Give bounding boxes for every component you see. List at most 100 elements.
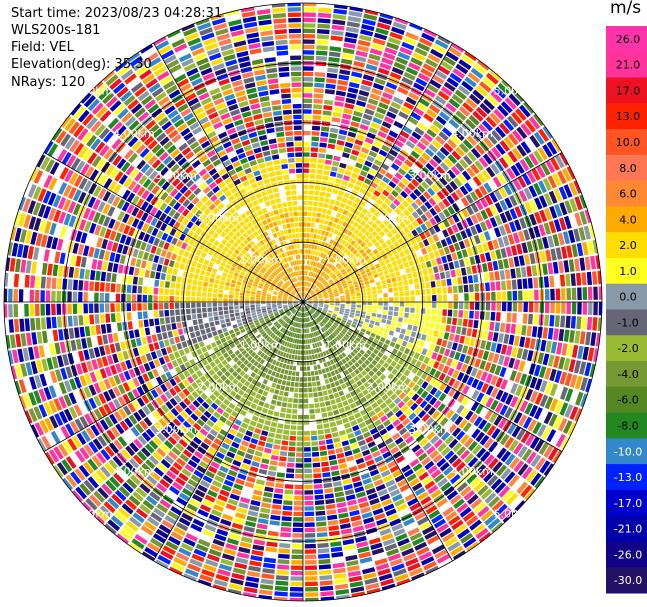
velocity-bin <box>325 343 330 349</box>
velocity-bin <box>450 474 461 485</box>
velocity-bin <box>321 312 326 316</box>
velocity-bin <box>336 327 342 332</box>
velocity-bin <box>289 597 303 601</box>
velocity-bin <box>127 275 133 284</box>
velocity-bin <box>303 103 312 109</box>
velocity-bin <box>316 50 328 56</box>
velocity-bin <box>227 498 239 506</box>
velocity-bin <box>325 400 331 407</box>
velocity-bin <box>405 140 416 149</box>
velocity-bin <box>439 111 450 122</box>
velocity-bin <box>508 334 515 345</box>
velocity-bin <box>375 317 381 323</box>
velocity-bin <box>89 281 95 291</box>
velocity-bin <box>391 66 404 76</box>
velocity-bin <box>471 265 478 274</box>
velocity-bin <box>379 62 392 71</box>
velocity-bin <box>257 440 266 447</box>
velocity-bin <box>568 229 576 243</box>
velocity-bin <box>429 217 437 226</box>
velocity-bin <box>125 520 139 532</box>
velocity-bin <box>292 365 297 371</box>
velocity-bin <box>298 388 303 393</box>
velocity-bin <box>256 309 261 312</box>
velocity-bin <box>566 302 571 315</box>
velocity-bin <box>235 478 245 486</box>
velocity-bin <box>192 279 198 286</box>
velocity-bin <box>74 327 80 338</box>
velocity-bin <box>285 473 294 479</box>
velocity-bin <box>367 219 374 226</box>
velocity-bin <box>492 260 499 271</box>
velocity-bin <box>525 388 534 401</box>
velocity-bin <box>287 348 291 353</box>
velocity-bin <box>519 159 530 172</box>
velocity-bin <box>394 498 406 507</box>
velocity-bin <box>331 285 337 289</box>
velocity-bin <box>346 267 352 273</box>
velocity-bin <box>326 187 333 193</box>
velocity-bin <box>337 507 348 514</box>
velocity-bin <box>228 415 236 423</box>
velocity-bin <box>501 302 507 312</box>
velocity-bin <box>313 267 316 272</box>
velocity-bin <box>429 343 436 351</box>
velocity-bin <box>363 381 371 388</box>
velocity-bin <box>449 350 456 359</box>
velocity-bin <box>194 268 201 275</box>
velocity-bin <box>457 372 465 381</box>
velocity-bin <box>419 521 432 531</box>
velocity-bin <box>355 399 362 407</box>
velocity-bin <box>330 546 343 553</box>
velocity-bin <box>370 181 378 189</box>
velocity-bin <box>403 248 410 256</box>
velocity-bin <box>197 318 203 325</box>
velocity-bin <box>438 201 446 211</box>
velocity-bin <box>410 302 415 307</box>
velocity-bin <box>550 288 555 301</box>
velocity-bin <box>453 498 465 509</box>
velocity-bin <box>315 174 323 180</box>
velocity-bin <box>359 258 365 264</box>
velocity-bin <box>337 264 342 270</box>
velocity-bin <box>273 328 278 334</box>
velocity-bin <box>232 324 238 329</box>
velocity-bin <box>303 281 305 286</box>
velocity-bin <box>334 255 340 260</box>
velocity-bin <box>279 543 291 549</box>
velocity-bin <box>131 303 137 311</box>
velocity-bin <box>240 422 249 429</box>
velocity-bin <box>309 316 313 321</box>
velocity-bin <box>372 366 379 373</box>
velocity-bin <box>494 482 507 494</box>
velocity-bin <box>422 442 432 451</box>
velocity-bin <box>102 261 108 271</box>
velocity-bin <box>204 276 210 282</box>
velocity-bin <box>496 464 508 477</box>
velocity-bin <box>190 474 201 483</box>
velocity-bin <box>18 289 24 302</box>
velocity-bin <box>163 355 171 363</box>
velocity-bin <box>422 239 430 247</box>
velocity-bin <box>271 303 277 306</box>
velocity-bin <box>413 319 419 326</box>
velocity-bin <box>327 322 332 327</box>
velocity-bin <box>317 386 322 392</box>
velocity-bin <box>444 435 455 445</box>
velocity-bin <box>364 108 375 116</box>
velocity-bin <box>421 476 433 486</box>
velocity-bin <box>339 276 344 281</box>
velocity-bin <box>315 288 319 292</box>
velocity-bin <box>428 227 436 236</box>
velocity-bin <box>327 287 332 291</box>
velocity-bin <box>142 499 155 511</box>
velocity-bin <box>518 360 526 372</box>
velocity-bin <box>227 588 242 595</box>
velocity-bin <box>341 319 347 324</box>
velocity-bin <box>332 160 340 167</box>
velocity-bin <box>334 307 340 310</box>
velocity-bin <box>386 231 394 239</box>
velocity-bin <box>232 567 246 575</box>
velocity-bin <box>315 318 320 323</box>
velocity-bin <box>212 584 227 591</box>
